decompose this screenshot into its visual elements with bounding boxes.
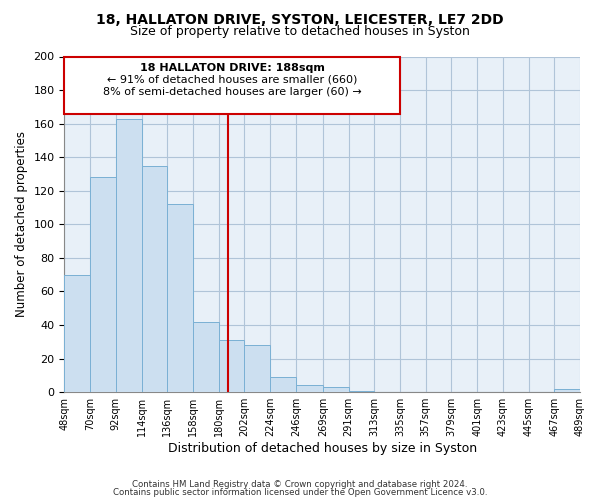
- Text: 18 HALLATON DRIVE: 188sqm: 18 HALLATON DRIVE: 188sqm: [140, 63, 325, 73]
- Bar: [167, 204, 193, 392]
- Bar: [323, 387, 349, 392]
- Bar: [270, 377, 296, 392]
- Y-axis label: Number of detached properties: Number of detached properties: [15, 132, 28, 318]
- Text: Size of property relative to detached houses in Syston: Size of property relative to detached ho…: [130, 25, 470, 38]
- X-axis label: Distribution of detached houses by size in Syston: Distribution of detached houses by size …: [167, 442, 477, 455]
- Text: 8% of semi-detached houses are larger (60) →: 8% of semi-detached houses are larger (6…: [103, 86, 362, 97]
- Bar: [90, 178, 116, 392]
- Bar: [219, 340, 244, 392]
- Bar: [244, 345, 270, 392]
- Text: ← 91% of detached houses are smaller (660): ← 91% of detached houses are smaller (66…: [107, 75, 358, 85]
- FancyBboxPatch shape: [64, 56, 400, 114]
- Bar: [349, 390, 374, 392]
- Bar: [193, 322, 219, 392]
- Bar: [296, 386, 323, 392]
- Bar: [142, 166, 167, 392]
- Bar: [554, 389, 580, 392]
- Text: Contains HM Land Registry data © Crown copyright and database right 2024.: Contains HM Land Registry data © Crown c…: [132, 480, 468, 489]
- Text: 18, HALLATON DRIVE, SYSTON, LEICESTER, LE7 2DD: 18, HALLATON DRIVE, SYSTON, LEICESTER, L…: [96, 12, 504, 26]
- Bar: [64, 274, 90, 392]
- Bar: [116, 118, 142, 392]
- Text: Contains public sector information licensed under the Open Government Licence v3: Contains public sector information licen…: [113, 488, 487, 497]
